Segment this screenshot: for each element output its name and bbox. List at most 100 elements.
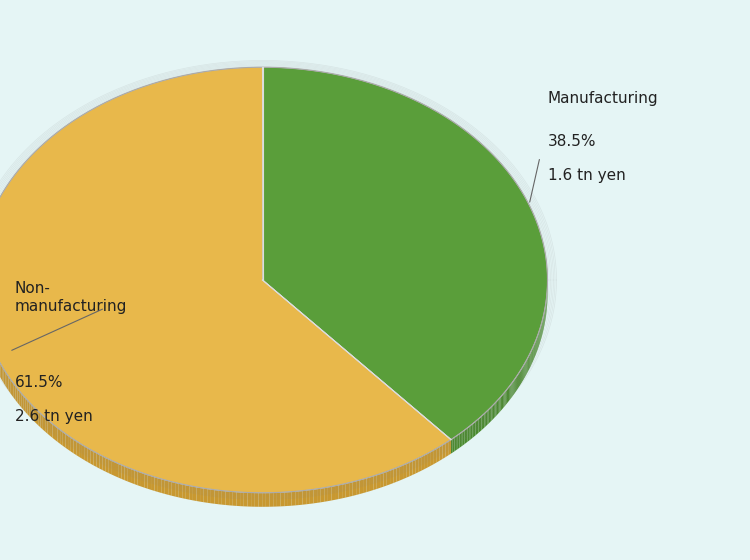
Text: Non-
manufacturing: Non- manufacturing [15, 281, 128, 314]
Polygon shape [237, 68, 241, 82]
Polygon shape [407, 97, 410, 111]
Polygon shape [523, 193, 524, 208]
Polygon shape [165, 480, 168, 495]
Polygon shape [70, 437, 74, 453]
Polygon shape [292, 491, 296, 506]
Polygon shape [387, 470, 390, 486]
Polygon shape [97, 105, 100, 121]
Polygon shape [476, 420, 477, 436]
Polygon shape [0, 195, 1, 212]
Polygon shape [200, 488, 204, 502]
Polygon shape [498, 160, 499, 175]
Polygon shape [17, 169, 20, 185]
Polygon shape [466, 428, 468, 443]
Polygon shape [269, 67, 272, 81]
Polygon shape [342, 483, 346, 498]
Polygon shape [32, 153, 34, 169]
Text: Manufacturing: Manufacturing [548, 91, 658, 106]
Polygon shape [196, 72, 200, 87]
Polygon shape [308, 70, 310, 84]
Polygon shape [463, 430, 464, 445]
Polygon shape [490, 407, 491, 422]
Polygon shape [179, 76, 182, 91]
Polygon shape [482, 144, 484, 160]
Polygon shape [493, 154, 494, 170]
Polygon shape [79, 443, 82, 459]
Polygon shape [255, 493, 259, 507]
Polygon shape [453, 437, 454, 452]
Polygon shape [512, 178, 513, 193]
Polygon shape [503, 393, 505, 408]
Polygon shape [259, 493, 262, 507]
Polygon shape [22, 164, 23, 180]
Polygon shape [279, 68, 281, 82]
Polygon shape [410, 461, 413, 477]
Polygon shape [230, 68, 233, 83]
Polygon shape [393, 468, 397, 483]
Polygon shape [109, 99, 112, 115]
Polygon shape [255, 67, 259, 81]
Polygon shape [299, 491, 302, 505]
Polygon shape [328, 73, 331, 87]
Polygon shape [116, 96, 118, 112]
Polygon shape [262, 67, 548, 440]
Polygon shape [416, 100, 417, 115]
Polygon shape [200, 72, 204, 86]
Polygon shape [85, 446, 88, 462]
Polygon shape [269, 493, 273, 507]
Polygon shape [320, 72, 322, 86]
Polygon shape [460, 127, 462, 142]
Polygon shape [43, 142, 46, 158]
Polygon shape [366, 82, 368, 96]
Polygon shape [115, 462, 118, 478]
Polygon shape [326, 73, 328, 87]
Polygon shape [0, 67, 451, 493]
Polygon shape [417, 101, 419, 116]
Polygon shape [508, 386, 509, 402]
Polygon shape [502, 394, 503, 409]
Polygon shape [10, 178, 12, 195]
Polygon shape [363, 478, 367, 493]
Polygon shape [2, 367, 4, 383]
Polygon shape [190, 73, 194, 88]
Polygon shape [470, 134, 472, 150]
Polygon shape [510, 384, 512, 399]
Polygon shape [413, 459, 416, 475]
Polygon shape [481, 143, 482, 158]
Text: 2.6 tn yen: 2.6 tn yen [15, 409, 93, 424]
Polygon shape [342, 76, 344, 90]
Polygon shape [443, 115, 446, 130]
Polygon shape [128, 468, 131, 483]
Polygon shape [446, 116, 447, 132]
Polygon shape [280, 492, 284, 506]
Polygon shape [122, 465, 124, 480]
Polygon shape [302, 491, 306, 505]
Polygon shape [144, 474, 148, 489]
Polygon shape [446, 441, 448, 457]
Polygon shape [138, 472, 141, 487]
Polygon shape [520, 370, 521, 385]
Polygon shape [277, 492, 280, 507]
Polygon shape [297, 69, 299, 83]
Polygon shape [328, 487, 332, 501]
Polygon shape [373, 83, 375, 99]
Polygon shape [364, 81, 366, 96]
Polygon shape [112, 98, 116, 113]
Polygon shape [507, 388, 508, 404]
Polygon shape [315, 71, 317, 85]
Polygon shape [425, 105, 427, 120]
Polygon shape [433, 109, 434, 124]
Polygon shape [356, 79, 358, 94]
Polygon shape [259, 67, 262, 81]
Polygon shape [346, 483, 350, 497]
Polygon shape [440, 114, 442, 128]
Polygon shape [314, 489, 317, 503]
Polygon shape [459, 126, 460, 141]
Polygon shape [226, 491, 229, 505]
Polygon shape [158, 81, 161, 96]
Polygon shape [30, 155, 32, 171]
Polygon shape [390, 469, 393, 484]
Polygon shape [251, 493, 255, 507]
Polygon shape [295, 68, 297, 83]
Polygon shape [514, 180, 515, 196]
